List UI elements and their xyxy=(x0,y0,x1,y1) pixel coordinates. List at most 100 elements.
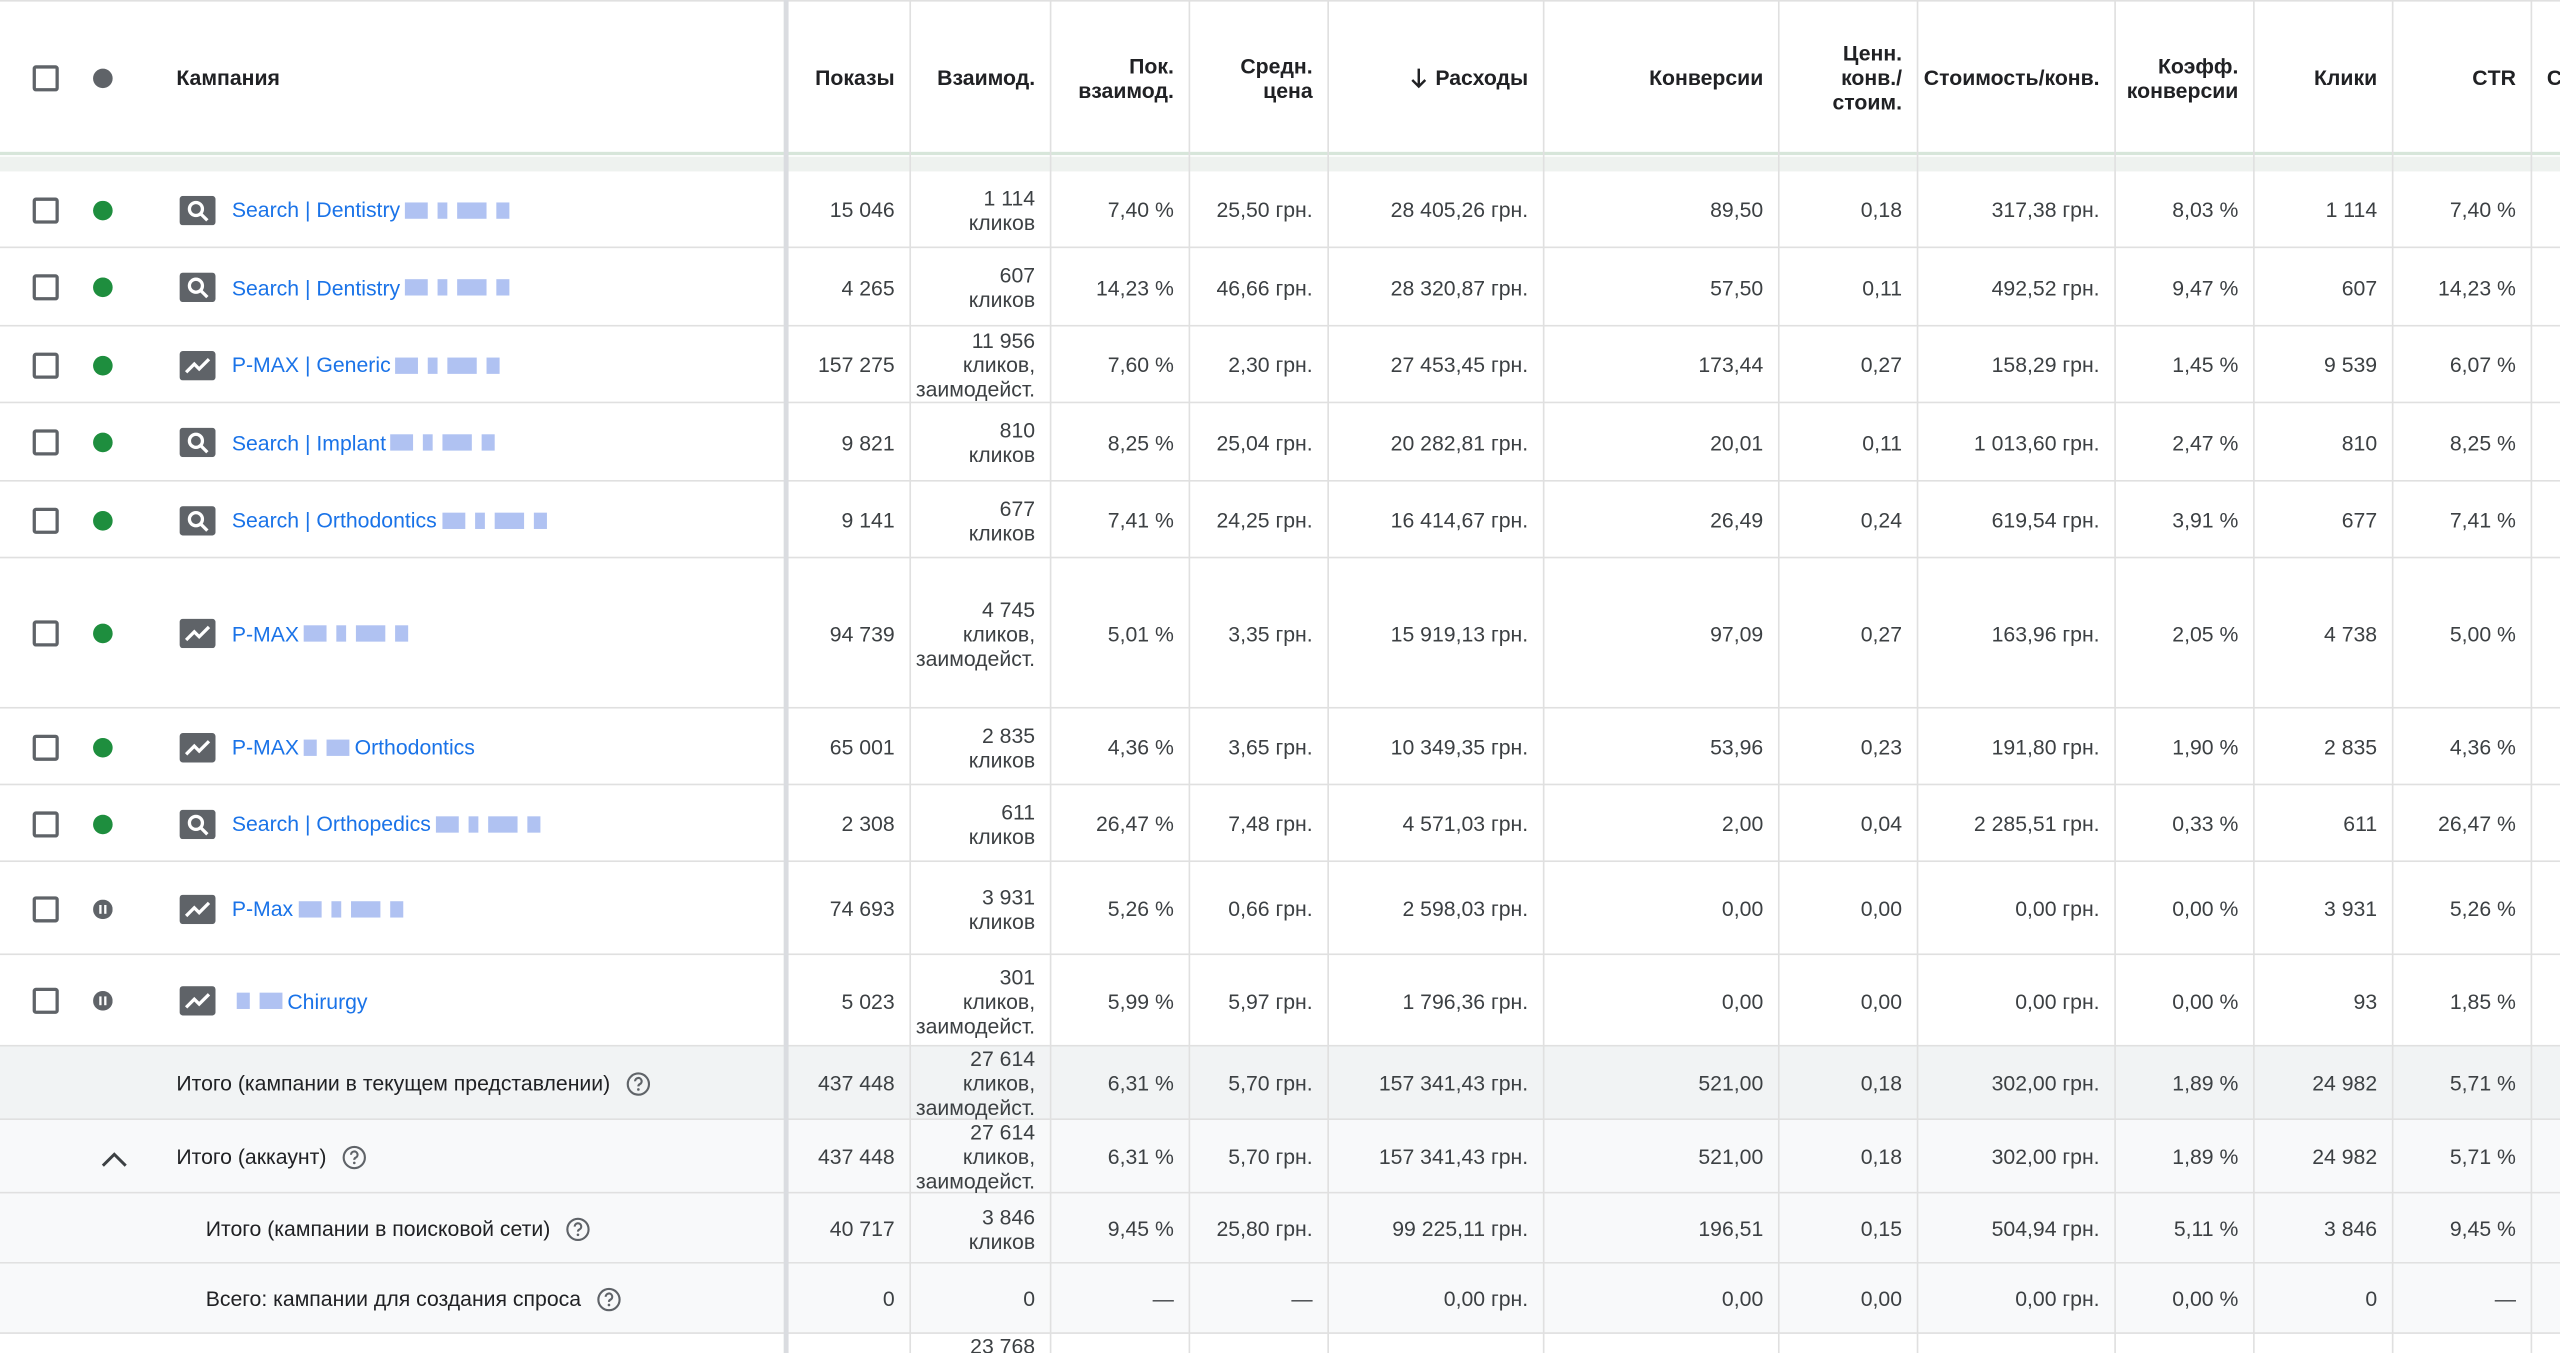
header-cell[interactable]: Стоимость/конв. xyxy=(1917,0,2115,155)
table-cell: 2 835 кликов xyxy=(909,709,1049,786)
blurred-text xyxy=(405,279,428,296)
cell-text: кликов xyxy=(968,519,1036,545)
cell-text: 8,03 % xyxy=(2172,197,2239,223)
status-paused-graphic xyxy=(93,898,113,919)
cell-text: 3,91 % xyxy=(2172,507,2239,533)
cell-text: 16 414,67 грн. xyxy=(1390,507,1529,533)
checkbox[interactable] xyxy=(32,351,59,378)
cell-text: 25,50 грн. xyxy=(1216,197,1313,223)
blurred-text xyxy=(336,625,347,642)
cell-text: 810 xyxy=(999,417,1036,443)
cell-text: 5,97 грн. xyxy=(1228,988,1313,1014)
campaign-name[interactable]: Search | Implant xyxy=(232,426,500,459)
table-cell: 23 768 xyxy=(909,1334,1049,1353)
checkbox[interactable] xyxy=(32,196,59,223)
table-cell: 3,65 грн. xyxy=(1189,709,1328,786)
table-cell: 810 кликов xyxy=(909,403,1049,481)
checkbox[interactable] xyxy=(32,895,59,922)
campaign-type-icon xyxy=(179,427,216,458)
cell-text: 5,99 % xyxy=(1107,988,1174,1014)
campaign-name[interactable]: P-Max xyxy=(232,892,408,925)
cell-text: 0,00 xyxy=(1721,988,1764,1014)
campaign-type-icon xyxy=(179,808,216,839)
campaign-name[interactable]: Search | Orthodontics xyxy=(232,504,551,537)
campaign-link: Search | Implant xyxy=(231,430,386,455)
campaign-name[interactable]: Search | Orthopedics xyxy=(232,807,545,840)
header-cell[interactable]: Пок. взаимод. xyxy=(1050,0,1189,155)
campaign-link: P-Max xyxy=(231,896,294,921)
header-cell[interactable]: Коэфф. конверсии xyxy=(2114,0,2253,155)
checkbox[interactable] xyxy=(32,65,59,92)
header-cell: С xyxy=(2547,0,2560,155)
help-icon xyxy=(625,1070,651,1096)
help-icon-graphic xyxy=(626,1071,650,1095)
header-cell[interactable]: Ценн. конв./стоим. xyxy=(1778,0,1917,155)
checkbox[interactable] xyxy=(32,506,59,534)
cell-text: 7,60 % xyxy=(1107,352,1174,378)
status-enabled xyxy=(93,737,113,757)
table-cell: 9,45 % xyxy=(1050,1193,1189,1263)
table-cell: 3 846 кликов xyxy=(909,1193,1049,1263)
cell-text: 0,00 грн. xyxy=(2015,896,2100,921)
row-border xyxy=(0,783,2560,786)
table-cell: 27 614 кликов, заимодейст. xyxy=(909,1120,1049,1193)
header-lines: Конверсии xyxy=(1649,65,1763,89)
table-cell: 24 982 xyxy=(2253,1047,2392,1120)
cell-text: 46,66 грн. xyxy=(1216,275,1313,300)
header-cell[interactable]: Расходы xyxy=(1327,0,1543,155)
campaign-name[interactable]: P-MAX Orthodontics xyxy=(232,731,475,764)
campaign-name[interactable]: P-MAX xyxy=(232,617,414,650)
cell-text: 8,25 % xyxy=(2449,430,2516,455)
checkbox[interactable] xyxy=(32,274,59,301)
checkbox[interactable] xyxy=(32,620,59,647)
header-cell[interactable]: Конверсии xyxy=(1543,0,1778,155)
table-cell: 157 341,43 грн. xyxy=(1327,1120,1543,1193)
cell-text: заимодейст. xyxy=(915,377,1036,402)
campaign-name[interactable]: Search | Dentistry xyxy=(232,271,515,304)
header-text: Взаимод. xyxy=(937,65,1035,89)
campaign-name[interactable]: Chirurgy xyxy=(232,984,368,1017)
header-cell[interactable]: Взаимод. xyxy=(909,0,1049,155)
cell-text: 0,27 xyxy=(1860,352,1903,378)
cell-text: кликов xyxy=(968,287,1036,312)
campaign-name[interactable]: Search | Dentistry xyxy=(232,193,515,226)
status-enabled xyxy=(93,277,113,298)
campaign-name[interactable]: P-MAX | Generic xyxy=(232,349,505,382)
cell-text: 0,24 xyxy=(1860,507,1903,533)
table-cell: 0,15 xyxy=(1778,1193,1917,1263)
cell-text: 7,48 грн. xyxy=(1228,811,1313,836)
checkbox[interactable] xyxy=(32,810,59,837)
status-enabled xyxy=(93,199,113,220)
campaign-type-icon-graphic xyxy=(179,732,216,762)
cell-text: 27 614 xyxy=(970,1119,1036,1145)
table-cell: 4 265 xyxy=(785,248,909,326)
table-cell: 1,45 % xyxy=(2114,327,2253,404)
column-header: Коэфф. xyxy=(2157,53,2239,78)
column-divider xyxy=(1777,0,1780,1353)
header-cell[interactable]: CTR xyxy=(2392,0,2531,155)
cell-text: кликов xyxy=(968,746,1036,772)
table-cell: 2 285,51 грн. xyxy=(1917,785,2115,862)
checkbox[interactable] xyxy=(32,429,59,456)
checkbox[interactable] xyxy=(32,987,59,1014)
table-cell: 9,47 % xyxy=(2114,248,2253,326)
header-cell[interactable]: Клики xyxy=(2253,0,2392,155)
table-cell: 6,07 % xyxy=(2392,327,2531,404)
checkbox[interactable] xyxy=(32,733,59,760)
header-cell[interactable]: Кампания xyxy=(176,0,280,155)
column-divider xyxy=(1327,0,1329,1353)
cell-text: 8,25 % xyxy=(1107,430,1174,455)
cell-text: 5,71 % xyxy=(2449,1071,2516,1096)
cell-text: 2,47 % xyxy=(2172,430,2239,455)
cell-text: 0,18 xyxy=(1860,1071,1903,1096)
header-cell[interactable]: Средн. цена xyxy=(1189,0,1328,155)
row-border xyxy=(0,706,2560,709)
table-cell: 25,04 грн. xyxy=(1189,403,1328,481)
header-lines: Коэфф. конверсии xyxy=(2127,53,2239,102)
blurred-text xyxy=(303,625,327,642)
cell-text: 89,50 xyxy=(1710,197,1764,223)
cell-text: 1 796,36 грн. xyxy=(1402,988,1529,1014)
table-cell: 0,24 xyxy=(1778,482,1917,559)
campaign-type-icon xyxy=(179,195,216,225)
header-cell[interactable]: Показы xyxy=(785,0,909,155)
